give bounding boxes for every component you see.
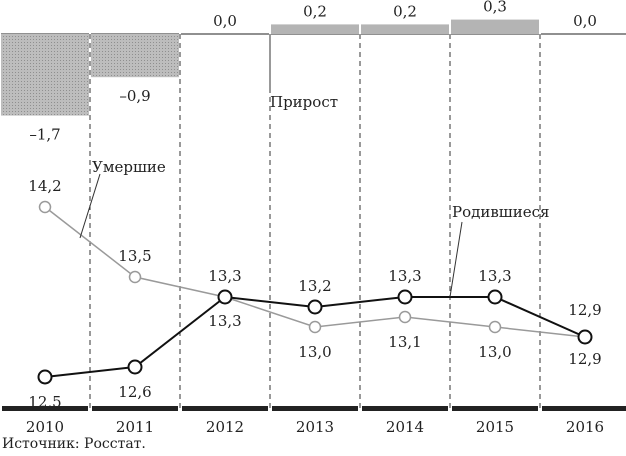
point-births-2015: [487, 289, 503, 305]
x-tick-label-2012: 2012: [206, 418, 244, 436]
x-tick-label-2011: 2011: [116, 418, 154, 436]
x-axis: 2010 2011 2012 2013 2014 2015 2016: [2, 406, 626, 436]
x-tick-label-2013: 2013: [296, 418, 334, 436]
point-births-2010: [37, 369, 53, 385]
increase-label-2014: 0,2: [393, 2, 417, 20]
point-births-2013: [307, 299, 323, 315]
x-axis-bar-2015: [452, 406, 538, 411]
point-label-births-2012: 13,3: [208, 267, 241, 285]
point-deaths-2014: [398, 310, 412, 324]
increase-bar-2015: [451, 19, 539, 34]
increase-label-2012: 0,0: [213, 12, 237, 30]
point-label-births-2013: 13,2: [298, 277, 331, 295]
point-deaths-2015: [488, 320, 502, 334]
x-tick-label-2016: 2016: [566, 418, 604, 436]
increase-label-2015: 0,3: [483, 0, 507, 16]
increase-bar-2011: [91, 34, 179, 78]
increase-bars: [1, 19, 626, 116]
x-axis-bar-2016: [542, 406, 626, 411]
point-label-deaths-2014: 13,1: [388, 333, 421, 351]
point-label-births-2011: 12,6: [118, 383, 151, 401]
point-label-deaths-2015: 13,0: [478, 343, 511, 361]
point-label-births-2014: 13,3: [388, 267, 421, 285]
series-callouts: Умершие Родившиеся Прирост: [79, 34, 550, 298]
x-tick-label-2014: 2014: [386, 418, 424, 436]
x-tick-label-2015: 2015: [476, 418, 514, 436]
increase-label-2016: 0,0: [573, 12, 597, 30]
callout-label-deaths: Умершие: [92, 158, 166, 176]
x-axis-bar-2012: [182, 406, 268, 411]
point-deaths-2011: [128, 270, 142, 284]
point-births-2014: [397, 289, 413, 305]
callout-label-births: Родившиеся: [452, 203, 550, 221]
callout-leader-births: [449, 221, 463, 298]
x-axis-bar-2013: [272, 406, 358, 411]
callout-label-increase: Прирост: [270, 93, 338, 111]
increase-bar-2014: [361, 24, 449, 34]
point-births-2016: [577, 329, 593, 345]
point-births-2011: [127, 359, 143, 375]
point-label-deaths-2012: 13,3: [208, 312, 241, 330]
point-label-deaths-2013: 13,0: [298, 343, 331, 361]
callout-leader-deaths: [79, 173, 101, 239]
source-note: Источник: Росстат.: [2, 436, 146, 452]
point-deaths-2010: [38, 200, 52, 214]
series-points: [37, 200, 593, 385]
increase-bar-labels: –1,7 –0,9 0,0 0,2 0,2 0,3 0,0: [29, 0, 597, 144]
x-axis-bar-2014: [362, 406, 448, 411]
point-births-2012: [217, 289, 233, 305]
point-deaths-2013: [308, 320, 322, 334]
point-label-births-2016: 12,9: [568, 301, 601, 319]
x-tick-label-2010: 2010: [26, 418, 64, 436]
point-label-deaths-2016: 12,9: [568, 350, 601, 368]
increase-label-2010: –1,7: [29, 126, 60, 144]
increase-label-2013: 0,2: [303, 2, 327, 20]
point-label-births-2015: 13,3: [478, 267, 511, 285]
point-label-deaths-2011: 13,5: [118, 247, 151, 265]
increase-bar-2013: [271, 24, 359, 34]
x-axis-bar-2011: [92, 406, 178, 411]
increase-bar-2010: [1, 34, 89, 116]
increase-label-2011: –0,9: [119, 87, 150, 105]
point-label-deaths-2010: 14,2: [28, 177, 61, 195]
x-axis-bar-2010: [2, 406, 88, 411]
